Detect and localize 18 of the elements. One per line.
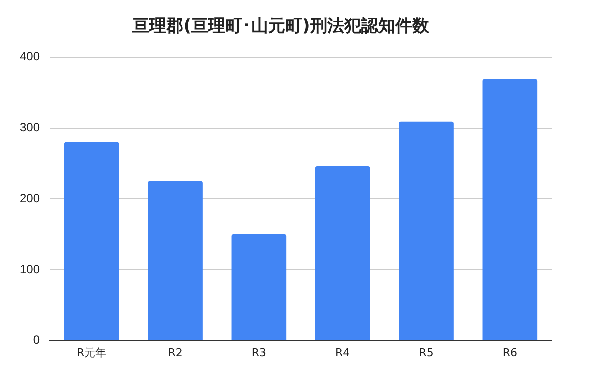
x-tick-label: R2 bbox=[168, 346, 183, 360]
y-tick-label: 100 bbox=[20, 262, 40, 276]
bar bbox=[64, 142, 120, 340]
bar bbox=[482, 79, 538, 340]
x-tick-label: R6 bbox=[502, 346, 518, 360]
bar bbox=[399, 122, 454, 340]
chart-title: 亘理郡(亘理町･山元町)刑法犯認知件数 bbox=[132, 16, 430, 37]
y-tick-label: 200 bbox=[20, 191, 40, 206]
x-tick-label: R4 bbox=[336, 346, 350, 360]
x-tick-label: R5 bbox=[419, 346, 434, 360]
bar bbox=[315, 166, 370, 340]
bar bbox=[232, 234, 287, 340]
y-tick-label: 400 bbox=[20, 50, 40, 64]
x-tick-label: R元年 bbox=[77, 346, 107, 360]
y-tick-label: 0 bbox=[33, 333, 40, 348]
bar bbox=[148, 181, 203, 340]
x-tick-label: R3 bbox=[252, 346, 267, 360]
y-tick-label: 300 bbox=[20, 120, 40, 135]
